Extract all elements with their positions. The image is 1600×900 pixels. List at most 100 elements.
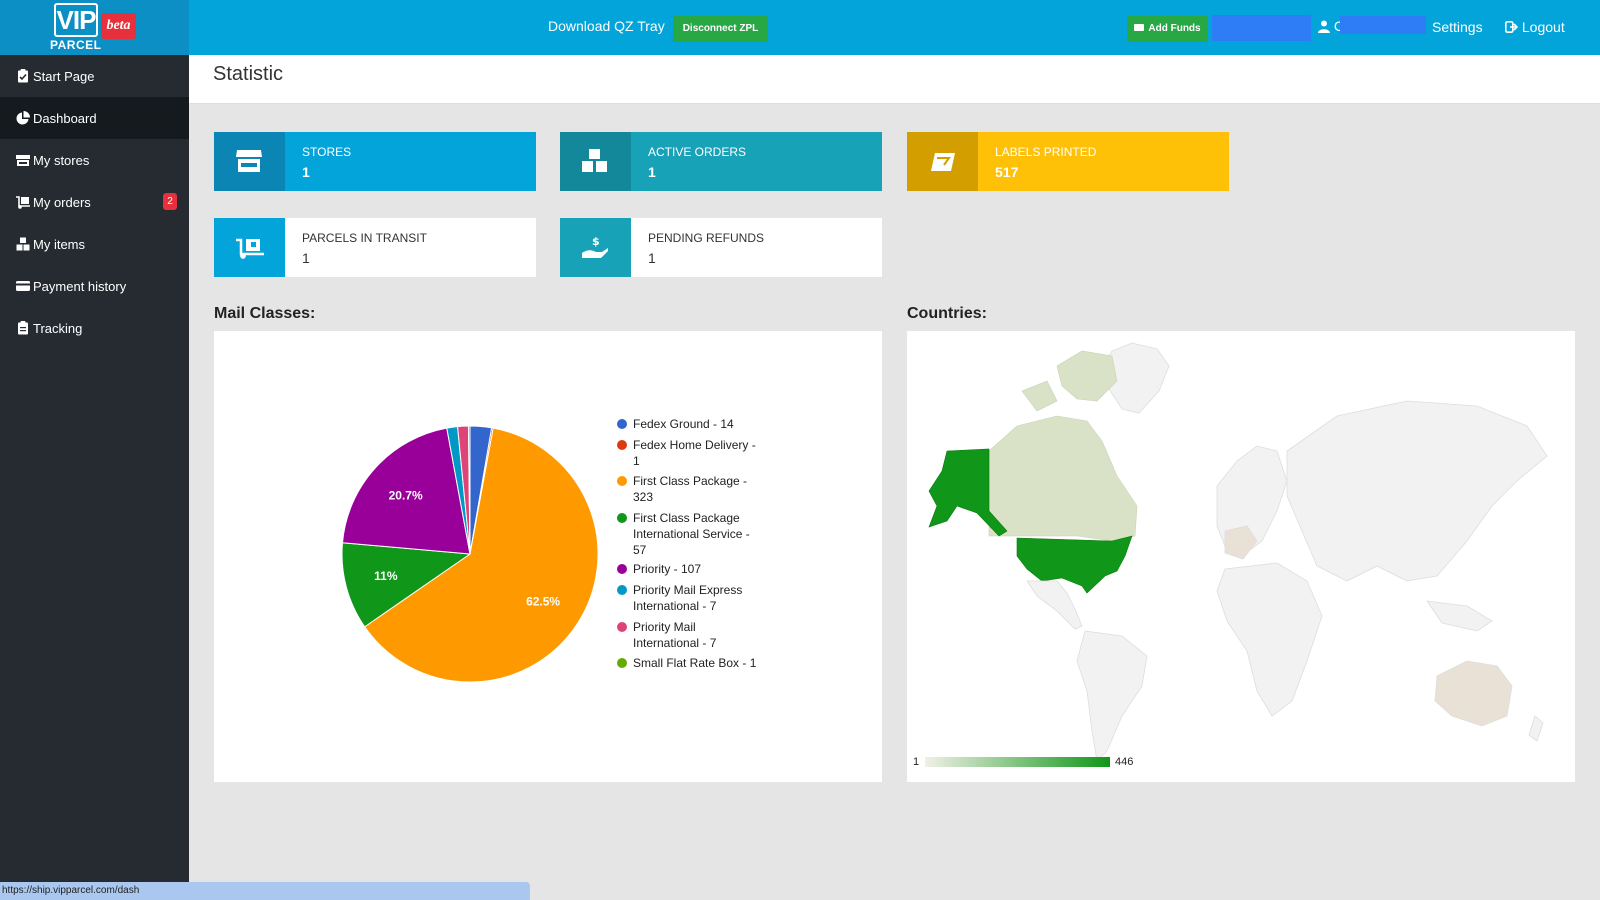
map-canada-islands (1056, 350, 1118, 402)
stat-value: 1 (302, 164, 310, 180)
add-funds-button[interactable]: Add Funds (1127, 16, 1208, 42)
logo-vip-text: VIP (54, 3, 98, 37)
stat-name: LABELS PRINTED (995, 145, 1097, 159)
pie-chart-icon (16, 111, 30, 125)
logout-label: Logout (1521, 19, 1565, 35)
hand-dollar-icon: $ (582, 235, 608, 258)
stat-card-active-orders[interactable]: ACTIVE ORDERS 1 (560, 132, 882, 191)
sidebar-item-payment-history[interactable]: Payment history (0, 265, 189, 307)
legend-label: Fedex Ground - 14 (633, 417, 734, 431)
legend-label: First Class Package - 323 (633, 474, 748, 504)
sidebar-item-my-orders[interactable]: My orders 2 (0, 181, 189, 223)
user-name: C (1333, 18, 1345, 34)
stat-card-stores[interactable]: STORES 1 (214, 132, 536, 191)
mail-classes-title: Mail Classes: (214, 305, 316, 322)
map-scale-max: 446 (1115, 756, 1134, 768)
legend-color-dot (617, 658, 627, 668)
logout-icon (1505, 21, 1519, 33)
legend-color-dot (617, 440, 627, 450)
stat-name: PENDING REFUNDS (648, 231, 765, 245)
store-icon (16, 155, 30, 166)
boxes-icon (582, 149, 607, 172)
map-usa (1016, 535, 1133, 594)
download-qz-tray-link[interactable]: Download QZ Tray (548, 18, 665, 34)
map-asia (1286, 400, 1548, 582)
sidebar-item-my-stores[interactable]: My stores (0, 139, 189, 181)
stat-card-parcels-in-transit[interactable]: PARCELS IN TRANSIT 1 (214, 218, 536, 277)
dolly-icon (236, 238, 264, 259)
stat-icon-box (907, 132, 978, 191)
pie-slice[interactable] (467, 425, 471, 555)
svg-text:$: $ (592, 235, 600, 248)
map-canada-islands-west (1021, 380, 1058, 412)
stat-card-pending-refunds[interactable]: $ PENDING REFUNDS 1 (560, 218, 882, 277)
stat-icon-box (560, 132, 631, 191)
add-funds-label: Add Funds (1148, 23, 1201, 34)
dolly-icon (16, 196, 30, 209)
sidebar-item-label: Tracking (33, 321, 83, 336)
top-bar: VIP PARCEL beta Download QZ Tray Disconn… (0, 0, 1600, 55)
logo[interactable]: VIP PARCEL beta (0, 0, 189, 55)
map-australia (1434, 660, 1513, 727)
legend-label: Priority Mail Express International - 7 (633, 583, 743, 613)
user-icon (1318, 20, 1330, 33)
stat-card-labels-printed[interactable]: LABELS PRINTED 517 (907, 132, 1229, 191)
legend-label: Priority Mail International - 7 (633, 620, 717, 650)
legend-label: First Class Package International Servic… (633, 511, 750, 557)
map-mexico (1026, 580, 1083, 630)
sidebar-item-dashboard[interactable]: Dashboard (0, 97, 189, 139)
map-alaska (928, 448, 1008, 537)
credit-card-icon (16, 281, 30, 291)
map-color-scale (925, 757, 1110, 767)
map-south-america (1076, 630, 1148, 762)
map-scale-min: 1 (913, 756, 920, 768)
map-africa (1216, 562, 1323, 717)
map-canada (988, 415, 1138, 542)
money-icon (1134, 23, 1145, 31)
mail-classes-pie-chart: 62.5% 11% 20.7% (341, 425, 599, 683)
sidebar-item-my-items[interactable]: My items (0, 223, 189, 265)
store-icon (236, 150, 262, 172)
logout-link[interactable]: Logout (1505, 19, 1565, 35)
sidebar-item-tracking[interactable]: Tracking (0, 307, 189, 349)
sidebar-item-start-page[interactable]: Start Page (0, 55, 189, 97)
stat-name: ACTIVE ORDERS (648, 145, 747, 159)
legend-label: Small Flat Rate Box - 1 (633, 656, 757, 670)
page-title: Statistic (213, 63, 284, 85)
pie-slice[interactable] (341, 542, 472, 628)
orders-count-badge: 2 (163, 193, 177, 210)
sidebar-item-label: My orders (33, 195, 91, 210)
mail-classes-panel: 62.5% 11% 20.7% Fedex Ground - 14 Fedex Hom… (214, 331, 882, 782)
disconnect-zpl-button[interactable]: Disconnect ZPL (673, 16, 768, 42)
sidebar-item-label: Dashboard (33, 111, 97, 126)
pie-slice-label: 11% (374, 569, 398, 583)
sidebar-item-label: Payment history (33, 279, 127, 294)
stat-value: 1 (302, 250, 310, 266)
balance-display (1212, 15, 1311, 41)
stat-value: 517 (995, 164, 1019, 180)
beta-badge: beta (101, 13, 136, 39)
sidebar-item-label: My stores (33, 153, 90, 168)
usps-label-icon (931, 153, 955, 171)
world-map (925, 342, 1548, 767)
clipboard-list-icon (18, 321, 28, 335)
stat-icon-box (214, 132, 285, 191)
pie-slice[interactable] (341, 427, 471, 555)
user-menu[interactable]: C (1318, 18, 1344, 34)
page-header: Statistic (189, 55, 1600, 104)
browser-status-bar: https://ship.vipparcel.com/dash (0, 882, 530, 900)
settings-link[interactable]: Settings (1432, 19, 1483, 35)
sidebar: Start Page Dashboard My stores My orders… (0, 55, 189, 900)
logo-parcel-text: PARCEL (50, 38, 102, 52)
legend-color-dot (617, 476, 627, 486)
pie-slice[interactable] (363, 427, 599, 683)
clipboard-check-icon (18, 69, 28, 83)
legend-color-dot (617, 564, 627, 574)
countries-map-panel: 1 446 (907, 331, 1575, 782)
stat-icon-box: $ (560, 218, 631, 277)
sidebar-item-label: My items (33, 237, 85, 252)
stat-icon-box (214, 218, 285, 277)
stat-name: PARCELS IN TRANSIT (302, 231, 427, 245)
pie-slices-group: 62.5% 11% 20.7% (341, 425, 599, 683)
legend-color-dot (617, 513, 627, 523)
